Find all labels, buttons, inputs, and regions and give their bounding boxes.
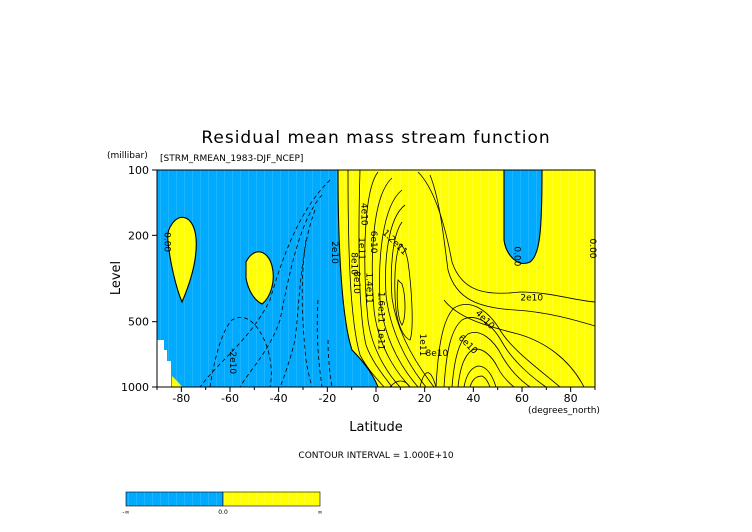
positive-contour-17 bbox=[463, 365, 497, 387]
colorbar-positive bbox=[222, 491, 321, 507]
y-tick-label: 500 bbox=[128, 316, 149, 329]
contour-label: 0.00 bbox=[161, 232, 171, 252]
positive-fill-main bbox=[338, 170, 595, 387]
positive-fill-left bbox=[167, 217, 197, 302]
contour-label: 1.4e11 bbox=[363, 272, 373, 303]
y-tick-label: 200 bbox=[128, 229, 149, 242]
positive-contours bbox=[347, 170, 595, 387]
contour-interval-text: CONTOUR INTERVAL = 1.000E+10 bbox=[298, 451, 453, 461]
positive-contour-16 bbox=[457, 348, 515, 387]
zero-contour-midleft bbox=[245, 251, 274, 305]
x-tick-label: 20 bbox=[418, 392, 432, 405]
missing-data-2 bbox=[157, 350, 167, 361]
y-tick-label: 1000 bbox=[121, 381, 149, 394]
positive-contour-5 bbox=[379, 189, 419, 387]
positive-contour-1 bbox=[347, 170, 385, 387]
positive-contour-2 bbox=[358, 170, 393, 387]
y-axis-label: Level bbox=[109, 261, 124, 295]
colorbar-label-max: ∞ bbox=[318, 509, 323, 516]
contour-label: 1e11 bbox=[375, 327, 385, 350]
positive-contour-15 bbox=[451, 332, 531, 387]
colorbar-negative bbox=[125, 491, 224, 507]
y-tick-label: 100 bbox=[128, 164, 149, 177]
negative-contour-5 bbox=[301, 239, 313, 387]
positive-contour-4 bbox=[371, 177, 411, 387]
negative-contour-1 bbox=[199, 179, 331, 387]
y-units-label: (millibar) bbox=[107, 151, 148, 161]
contour-label: 8e10 bbox=[349, 252, 359, 275]
contour-label: -2e10 bbox=[227, 348, 237, 374]
chart-title: Residual mean mass stream function bbox=[201, 128, 550, 148]
missing-data-3 bbox=[157, 361, 171, 387]
positive-contour-11 bbox=[429, 174, 595, 327]
negative-contour-2 bbox=[239, 194, 323, 387]
contour-label: 1e11 bbox=[417, 334, 427, 357]
contour-label: 1e11 bbox=[356, 237, 366, 260]
zero-contour-right bbox=[503, 170, 543, 264]
filled-field bbox=[157, 170, 595, 387]
x-tick-label: 80 bbox=[564, 392, 578, 405]
x-tick-label: -80 bbox=[172, 392, 190, 405]
contour-lines bbox=[167, 170, 595, 387]
colorbar-label-mid: 0.0 bbox=[218, 509, 228, 516]
positive-contour-20 bbox=[419, 372, 437, 387]
x-units-label: (degrees_north) bbox=[528, 406, 600, 416]
missing-data-1 bbox=[157, 340, 164, 350]
contour-label: 2e10 bbox=[520, 294, 543, 304]
x-tick-label: -40 bbox=[270, 392, 288, 405]
zero-contour-left bbox=[167, 216, 197, 304]
positive-contour-9 bbox=[396, 279, 406, 326]
positive-contour-6 bbox=[385, 204, 427, 387]
x-tick-label: -20 bbox=[318, 392, 336, 405]
contour-label: 0.00 bbox=[512, 246, 522, 266]
negative-contours bbox=[199, 179, 333, 387]
contour-label: 4e10 bbox=[358, 203, 368, 226]
chart-subtitle: [STRM_RMEAN_1983-DJF_NCEP] bbox=[160, 154, 303, 164]
x-tick-label: -60 bbox=[221, 392, 239, 405]
positive-contour-18 bbox=[469, 375, 491, 387]
y-axis: 100 200 500 1000 bbox=[121, 164, 157, 394]
contour-label: 0.00 bbox=[587, 238, 597, 258]
positive-contour-3 bbox=[364, 171, 401, 387]
negative-contour-7 bbox=[327, 339, 333, 387]
contour-label: 1.6e11 bbox=[375, 292, 385, 323]
contour-label: 8e10 bbox=[425, 349, 448, 359]
positive-contour-13 bbox=[435, 304, 561, 387]
negative-contour-4 bbox=[209, 317, 272, 387]
positive-fill-midleft bbox=[246, 251, 274, 304]
positive-contour-12 bbox=[443, 299, 585, 387]
positive-contour-10 bbox=[417, 171, 595, 303]
contour-label: 6e10 bbox=[368, 231, 378, 254]
negative-contour-3 bbox=[279, 209, 316, 387]
x-axis: -80 -60 -40 -20 0 20 40 60 80 bbox=[156, 387, 596, 405]
positive-contour-14 bbox=[443, 317, 547, 387]
positive-fill-corner bbox=[172, 376, 182, 387]
x-tick-label: 0 bbox=[373, 392, 380, 405]
positive-contour-19 bbox=[389, 380, 411, 387]
x-axis-label: Latitude bbox=[349, 420, 403, 435]
positive-contour-8 bbox=[394, 243, 413, 341]
colorbar: -∞ 0.0 ∞ bbox=[122, 491, 323, 516]
zero-contour-main bbox=[337, 170, 379, 387]
x-tick-label: 60 bbox=[515, 392, 529, 405]
colorbar-label-min: -∞ bbox=[122, 509, 129, 516]
positive-contour-7 bbox=[390, 221, 435, 387]
negative-contour-6 bbox=[316, 299, 323, 387]
contour-label: 2e10 bbox=[329, 241, 339, 264]
contour-label: 8e10 bbox=[351, 271, 361, 294]
x-tick-label: 40 bbox=[466, 392, 480, 405]
